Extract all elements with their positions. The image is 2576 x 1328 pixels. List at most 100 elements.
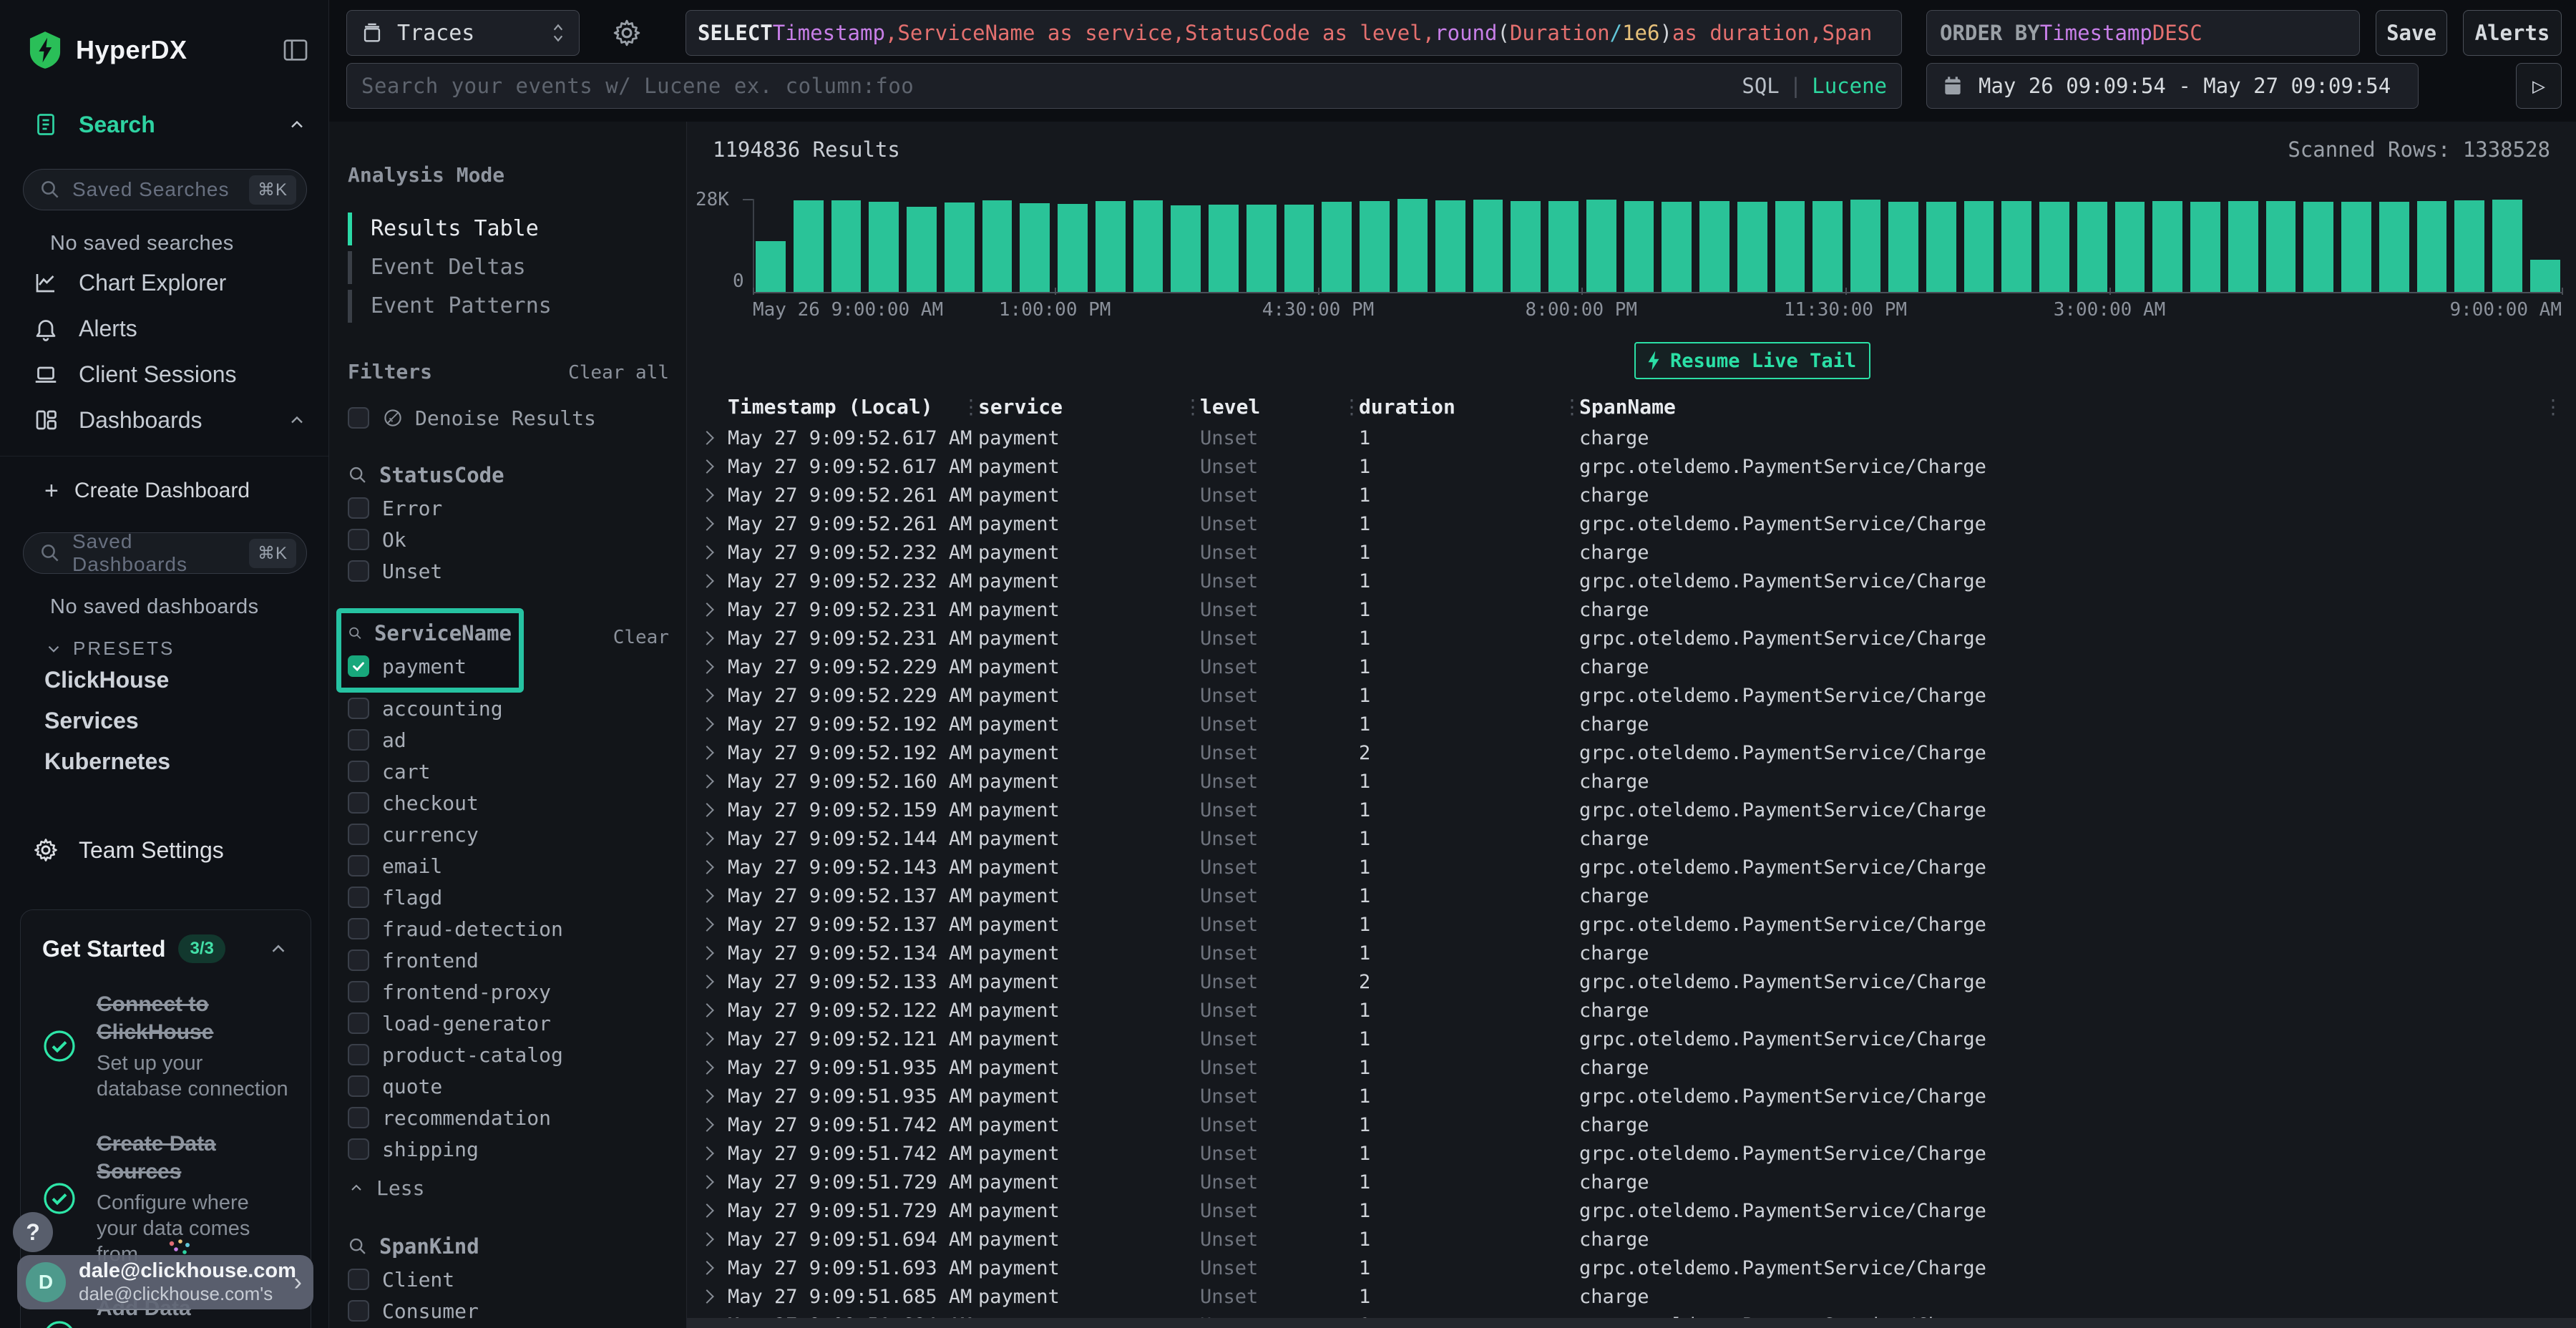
histogram-bar[interactable] bbox=[1888, 201, 1918, 292]
checkbox[interactable] bbox=[348, 824, 369, 845]
expand-row-chevron-icon[interactable] bbox=[700, 1060, 714, 1075]
histogram-bar[interactable] bbox=[2152, 201, 2183, 292]
table-row[interactable]: May 27 9:09:52.231 AM payment Unset 1 grpc.o… bbox=[687, 624, 2576, 653]
histogram-bar[interactable] bbox=[1548, 200, 1579, 292]
checkbox[interactable] bbox=[348, 1269, 369, 1290]
histogram-bar[interactable] bbox=[2416, 201, 2447, 292]
table-row[interactable]: May 27 9:09:52.231 AM payment Unset 1 charge bbox=[687, 595, 2576, 624]
histogram-bar[interactable] bbox=[1095, 201, 1126, 292]
table-row[interactable]: May 27 9:09:52.261 AM payment Unset 1 charge bbox=[687, 481, 2576, 509]
filter-option-accounting[interactable]: accounting bbox=[348, 693, 669, 724]
histogram-bar[interactable] bbox=[2114, 202, 2145, 292]
table-row[interactable]: May 27 9:09:51.935 AM payment Unset 1 grpc.o… bbox=[687, 1082, 2576, 1110]
filter-option-product-catalog[interactable]: product-catalog bbox=[348, 1039, 669, 1070]
filter-option-checkout[interactable]: checkout bbox=[348, 787, 669, 819]
table-row[interactable]: May 27 9:09:52.134 AM payment Unset 1 charge bbox=[687, 939, 2576, 967]
table-row[interactable]: May 27 9:09:52.122 AM payment Unset 1 charge bbox=[687, 996, 2576, 1025]
checkbox[interactable] bbox=[348, 560, 369, 582]
checkbox[interactable] bbox=[348, 792, 369, 814]
date-range-picker[interactable]: May 26 09:09:54 - May 27 09:09:54 bbox=[1926, 63, 2419, 109]
histogram-bar[interactable] bbox=[907, 207, 937, 292]
histogram-bar[interactable] bbox=[1963, 200, 1994, 292]
expand-row-chevron-icon[interactable] bbox=[700, 488, 714, 502]
checkbox[interactable] bbox=[348, 729, 369, 751]
checkbox[interactable] bbox=[348, 1075, 369, 1097]
checkbox[interactable] bbox=[348, 1012, 369, 1034]
expand-row-chevron-icon[interactable] bbox=[700, 1118, 714, 1132]
filter-option-cart[interactable]: cart bbox=[348, 756, 669, 787]
histogram-bar[interactable] bbox=[1246, 205, 1277, 292]
sidebar-item-dashboards[interactable]: Dashboards bbox=[0, 397, 328, 443]
histogram-bar[interactable] bbox=[2492, 200, 2522, 292]
checkbox[interactable] bbox=[348, 761, 369, 782]
filter-option-quote[interactable]: quote bbox=[348, 1070, 669, 1102]
table-row[interactable]: May 27 9:09:52.160 AM payment Unset 1 charge bbox=[687, 767, 2576, 796]
source-select[interactable]: Traces bbox=[346, 10, 580, 56]
preset-item-services[interactable]: Services bbox=[44, 708, 139, 733]
language-toggle-lucene[interactable]: Lucene bbox=[1812, 74, 1887, 98]
table-row[interactable]: May 27 9:09:52.192 AM payment Unset 1 charge bbox=[687, 710, 2576, 738]
checkbox[interactable] bbox=[348, 497, 369, 519]
source-settings-gear-icon[interactable] bbox=[610, 17, 644, 49]
denoise-checkbox[interactable] bbox=[348, 407, 369, 429]
table-row[interactable]: May 27 9:09:52.121 AM payment Unset 1 grpc.o… bbox=[687, 1025, 2576, 1053]
checkbox[interactable] bbox=[348, 698, 369, 719]
histogram-bar[interactable] bbox=[1624, 200, 1654, 292]
histogram-bar[interactable] bbox=[2529, 260, 2560, 292]
expand-row-chevron-icon[interactable] bbox=[700, 803, 714, 817]
histogram-bar[interactable] bbox=[1322, 201, 1352, 292]
preset-item-clickhouse[interactable]: ClickHouse bbox=[44, 667, 170, 693]
expand-row-chevron-icon[interactable] bbox=[700, 602, 714, 617]
table-row[interactable]: May 27 9:09:51.935 AM payment Unset 1 charge bbox=[687, 1053, 2576, 1082]
histogram-bar[interactable] bbox=[1775, 200, 1805, 292]
expand-row-chevron-icon[interactable] bbox=[700, 975, 714, 989]
sidebar-item-alerts[interactable]: Alerts bbox=[0, 306, 328, 351]
histogram-bar[interactable] bbox=[1020, 203, 1050, 292]
table-row[interactable]: May 27 9:09:52.261 AM payment Unset 1 grpc.o… bbox=[687, 509, 2576, 538]
histogram-bar[interactable] bbox=[1662, 201, 1692, 292]
filter-option-consumer[interactable]: Consumer bbox=[348, 1295, 669, 1327]
save-button[interactable]: Save bbox=[2376, 10, 2447, 56]
expand-row-chevron-icon[interactable] bbox=[700, 1289, 714, 1304]
expand-row-chevron-icon[interactable] bbox=[700, 459, 714, 474]
filter-option-load-generator[interactable]: load-generator bbox=[348, 1007, 669, 1039]
table-row[interactable]: May 27 9:09:52.617 AM payment Unset 1 charge bbox=[687, 424, 2576, 452]
histogram-bar[interactable] bbox=[2190, 202, 2220, 292]
checkbox[interactable] bbox=[348, 1300, 369, 1322]
table-row[interactable]: May 27 9:09:52.159 AM payment Unset 1 grpc.o… bbox=[687, 796, 2576, 824]
expand-row-chevron-icon[interactable] bbox=[700, 946, 714, 960]
filter-option-currency[interactable]: currency bbox=[348, 819, 669, 850]
histogram-bar[interactable] bbox=[1850, 200, 1880, 292]
filter-option-flagd[interactable]: flagd bbox=[348, 882, 669, 913]
table-row[interactable]: May 27 9:09:52.137 AM payment Unset 1 grpc.o… bbox=[687, 910, 2576, 939]
histogram-bar[interactable] bbox=[1473, 200, 1503, 292]
expand-row-chevron-icon[interactable] bbox=[700, 860, 714, 874]
filter-option-recommendation[interactable]: recommendation bbox=[348, 1102, 669, 1133]
histogram-bar[interactable] bbox=[1813, 200, 1843, 292]
column-header-service[interactable]: service bbox=[961, 395, 1200, 419]
histogram-bar[interactable] bbox=[756, 240, 786, 292]
sidebar-item-client-sessions[interactable]: Client Sessions bbox=[0, 351, 328, 397]
analysis-mode-event-patterns[interactable]: Event Patterns bbox=[348, 287, 669, 326]
checked-checkbox[interactable] bbox=[348, 655, 369, 677]
expand-row-chevron-icon[interactable] bbox=[700, 1003, 714, 1017]
clear-all-filters-link[interactable]: Clear all bbox=[568, 362, 669, 384]
table-row[interactable]: May 27 9:09:52.232 AM payment Unset 1 charge bbox=[687, 538, 2576, 567]
analysis-mode-results-table[interactable]: Results Table bbox=[348, 210, 669, 248]
expand-row-chevron-icon[interactable] bbox=[700, 660, 714, 674]
histogram-bar[interactable] bbox=[2379, 202, 2409, 292]
denoise-results-row[interactable]: Denoise Results bbox=[348, 402, 669, 434]
column-options-icon[interactable]: ⋮ bbox=[2543, 395, 2563, 419]
checkbox[interactable] bbox=[348, 949, 369, 971]
filter-option-unset[interactable]: Unset bbox=[348, 555, 669, 587]
checkbox[interactable] bbox=[348, 1044, 369, 1065]
histogram-bar[interactable] bbox=[2001, 200, 2032, 292]
histogram-bar[interactable] bbox=[2228, 200, 2258, 292]
filter-option-ok[interactable]: Ok bbox=[348, 524, 669, 555]
sidebar-item-search[interactable]: Search bbox=[0, 102, 328, 147]
checkbox[interactable] bbox=[348, 529, 369, 550]
histogram-bar[interactable] bbox=[1171, 205, 1201, 292]
table-row[interactable]: May 27 9:09:52.192 AM payment Unset 2 grpc.o… bbox=[687, 738, 2576, 767]
user-menu[interactable]: D dale@clickhouse.com dale@clickhouse.co… bbox=[17, 1255, 313, 1309]
histogram-bar[interactable] bbox=[2303, 201, 2334, 292]
